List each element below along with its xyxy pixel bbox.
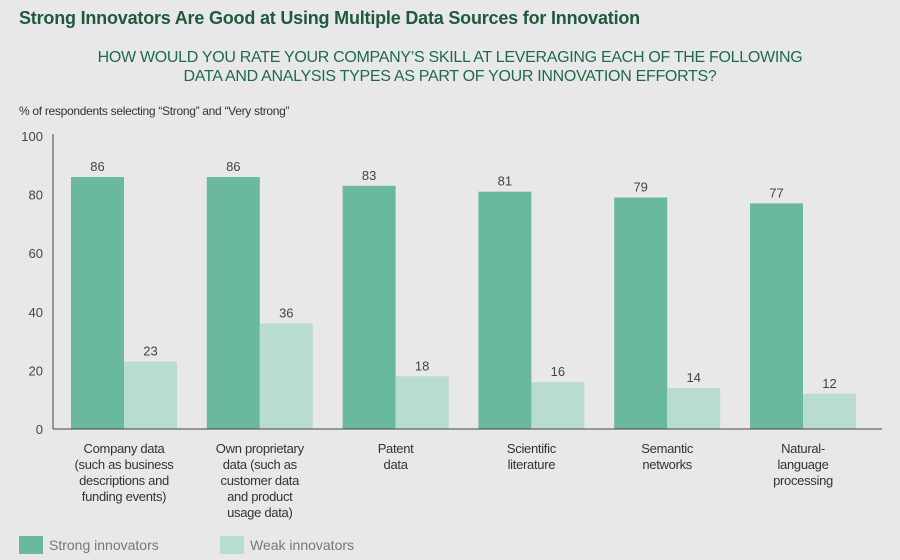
x-tick-label-line: Patent [377,441,414,456]
x-tick-label: Company data (such as business description… [59,441,189,505]
x-tick-label: Natural-language processing [738,441,868,489]
bar-strong [206,177,260,429]
data-label: 14 [686,370,700,385]
x-tick-label-line: (such as business [74,457,174,472]
data-label: 16 [551,364,565,379]
chart-subtitle: HOW WOULD YOU RATE YOUR COMPANY’S SKILL … [40,48,860,86]
legend-item-weak: Weak innovators [220,536,354,554]
y-tick-label: 20 [29,363,43,378]
y-axis-label: % of respondents selecting “Strong” and … [19,104,290,118]
y-tick-label: 100 [21,129,43,144]
x-tick-label-line: networks [642,457,692,472]
y-tick-label: 80 [29,188,43,203]
subtitle-line: DATA AND ANALYSIS TYPES AS PART OF YOUR … [183,68,717,85]
x-tick-label-line: funding events) [81,489,167,504]
data-label: 18 [415,358,429,373]
bar-weak [259,323,313,429]
bar-strong [614,197,668,429]
x-tick-label-line: data (such as [222,457,297,472]
legend-item-strong: Strong innovators [19,536,159,554]
bar-weak [531,382,585,429]
data-label: 36 [279,306,293,321]
x-tick-label-line: descriptions and [79,473,169,488]
x-tick-label-line: Company data [83,441,165,456]
x-tick-label: Own proprietary data (such as customer dat… [195,441,325,521]
legend-swatch-weak [220,536,244,554]
bar-weak [124,361,177,429]
x-tick-label-line: Own proprietary [215,441,304,456]
data-label: 77 [769,185,783,200]
bar-strong [750,203,803,429]
bar-weak [803,393,856,429]
x-tick-label-line: usage data) [227,505,293,520]
data-label: 12 [822,376,836,391]
y-tick-label: 0 [36,422,43,437]
legend-swatch-strong [19,536,43,554]
x-tick-label: Scientific literature [466,441,596,473]
legend-label: Weak innovators [250,537,355,553]
bar-strong [478,191,532,429]
data-label: 86 [90,159,104,174]
legend-label: Strong innovators [49,537,159,553]
y-tick-label: 60 [29,246,43,261]
x-tick-label-line: language [777,457,829,472]
data-label: 81 [498,174,512,189]
bar-strong [71,177,124,429]
subtitle-line: HOW WOULD YOU RATE YOUR COMPANY’S SKILL … [97,49,803,66]
x-tick-label: Semantic networks [602,441,732,473]
x-tick-label-line: Semantic [641,441,694,456]
x-tick-label-line: Natural- [781,441,825,456]
data-label: 23 [143,344,157,359]
x-tick-label-line: and product [227,489,293,504]
y-tick-label: 40 [29,305,43,320]
x-tick-label-line: customer data [220,473,300,488]
bar-weak [667,387,721,429]
data-label: 86 [226,159,240,174]
x-tick-label-line: Scientific [506,441,556,456]
x-tick-label-line: data [383,457,408,472]
x-tick-label-line: literature [507,457,556,472]
bar-strong [342,185,396,429]
x-tick-label-line: processing [773,473,833,488]
bar-weak [395,376,449,429]
chart-title: Strong Innovators Are Good at Using Mult… [19,8,640,28]
data-label: 83 [362,168,376,183]
x-tick-label: Patent data [331,441,461,473]
data-label: 79 [633,180,647,195]
